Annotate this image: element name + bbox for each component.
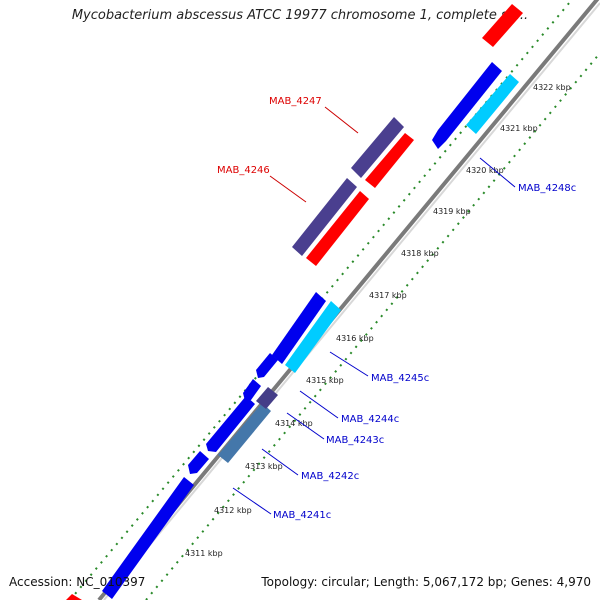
- callout-lines: [232, 106, 516, 515]
- label-mab-4241c[interactable]: MAB_4241c: [273, 510, 331, 521]
- gene-mab-4244c[interactable]: [256, 353, 278, 378]
- gene-mab-4245c-blue[interactable]: [272, 292, 326, 364]
- kbp-label: 4322 kbp: [533, 83, 571, 92]
- kbp-label: 4316 kbp: [336, 334, 374, 343]
- label-mab-4246[interactable]: MAB_4246: [217, 165, 270, 176]
- gene-red-top[interactable]: [482, 4, 523, 47]
- label-mab-4247[interactable]: MAB_4247: [269, 96, 322, 107]
- reverse-genes[interactable]: [102, 62, 519, 599]
- gene-mab-4242c-steel[interactable]: [218, 403, 271, 463]
- gene-mab-4243c-dark[interactable]: [256, 387, 278, 409]
- gene-mab-4248c-blue[interactable]: [432, 62, 502, 149]
- gene-mab-4246-cds[interactable]: [292, 178, 357, 256]
- label-mab-4242c[interactable]: MAB_4242c: [301, 471, 359, 482]
- gene-mab-4246[interactable]: [306, 191, 369, 266]
- gene-mab-4245c-light[interactable]: [285, 301, 341, 373]
- gene-red-bottom-edge[interactable]: [66, 594, 82, 600]
- gene-labels[interactable]: MAB_4247 MAB_4246 MAB_4248c MAB_4245c MA…: [217, 96, 576, 521]
- kbp-label: 4318 kbp: [401, 249, 439, 258]
- gene-mab-4241c-small[interactable]: [188, 451, 209, 474]
- tick-track-inner: [145, 52, 600, 600]
- footer-bar: Accession: NC_010397 Topology: circular;…: [0, 573, 600, 593]
- accession-text: Accession: NC_010397: [9, 575, 146, 589]
- gene-mab-4247-cds[interactable]: [351, 117, 404, 178]
- kbp-label: 4314 kbp: [275, 419, 313, 428]
- kbp-label: 4317 kbp: [369, 291, 407, 300]
- gene-mab-4243c[interactable]: [243, 379, 261, 401]
- gene-mab-4248c-light[interactable]: [466, 74, 519, 134]
- label-mab-4243c[interactable]: MAB_4243c: [326, 435, 384, 446]
- kbp-label: 4321 kbp: [500, 124, 538, 133]
- kbp-label: 4320 kbp: [466, 166, 504, 175]
- kbp-label: 4315 kbp: [306, 376, 344, 385]
- gene-mab-4241c[interactable]: [102, 477, 194, 599]
- kbp-label: 4312 kbp: [214, 506, 252, 515]
- label-mab-4244c[interactable]: MAB_4244c: [341, 414, 399, 425]
- kbp-label: 4313 kbp: [245, 462, 283, 471]
- map-title: Mycobacterium abscessus ATCC 19977 chrom…: [71, 8, 529, 23]
- kbp-label: 4311 kbp: [185, 549, 223, 558]
- topology-text: Topology: circular; Length: 5,067,172 bp…: [261, 575, 591, 589]
- kbp-scale: 4311 kbp 4312 kbp 4313 kbp 4314 kbp 4315…: [185, 83, 571, 558]
- forward-genes[interactable]: [66, 4, 523, 600]
- gene-mab-4247[interactable]: [365, 133, 414, 188]
- gene-mab-4242c-blue[interactable]: [206, 396, 255, 452]
- kbp-label: 4319 kbp: [433, 207, 471, 216]
- label-mab-4248c[interactable]: MAB_4248c: [518, 183, 576, 194]
- label-mab-4245c[interactable]: MAB_4245c: [371, 373, 429, 384]
